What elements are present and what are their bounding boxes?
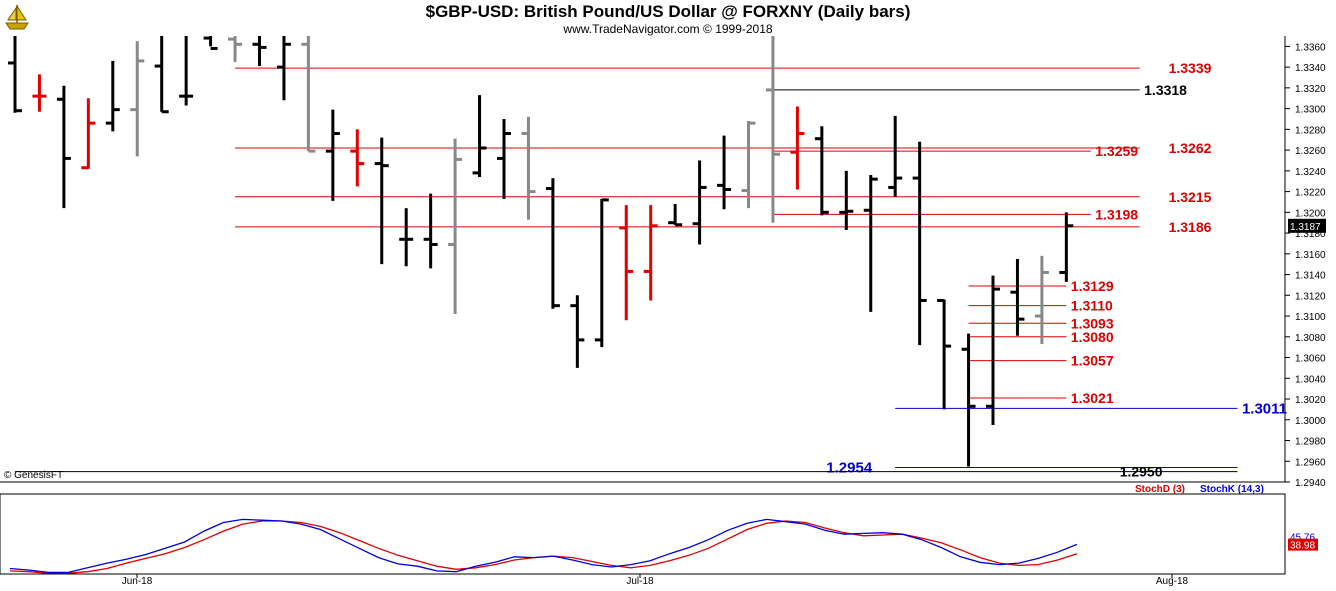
y-tick-label: 1.3180 (1295, 229, 1326, 240)
sailing-ship-icon (2, 2, 32, 32)
y-tick-label: 1.3160 (1295, 250, 1326, 261)
level-label: 1.3080 (1071, 329, 1114, 345)
stoch-d-last: 38.98 (1290, 541, 1315, 552)
stoch-d-last-box (1288, 538, 1318, 551)
stoch-k-line (9, 518, 1078, 574)
y-tick-label: 1.3200 (1295, 208, 1326, 219)
last-price-box (1288, 218, 1326, 233)
y-tick-label: 1.3280 (1295, 125, 1326, 136)
price-levels: 1.3339 1.3318 1.3262 1.3259 1.3215 1.3198 1.31… (15, 60, 1287, 480)
level-label: 1.3093 (1071, 315, 1114, 331)
level-label: 1.2954 (826, 459, 873, 476)
y-tick-label: 1.3100 (1295, 312, 1326, 323)
y-tick-label: 1.3000 (1295, 416, 1326, 427)
y-tick-label: 1.3340 (1295, 63, 1326, 74)
y-tick-label: 1.3040 (1295, 374, 1326, 385)
level-label: 1.3186 (1169, 219, 1212, 235)
y-tick-label: 1.2940 (1295, 478, 1326, 489)
level-label: 1.3129 (1071, 278, 1114, 294)
stoch-lines (9, 518, 1078, 574)
last-price-value: 1.3187 (1290, 222, 1321, 233)
level-label: 1.2950 (1120, 464, 1163, 480)
y-tick-label: 1.3300 (1295, 105, 1326, 116)
stoch-legend: StochD (3) StochK (14,3) (1135, 484, 1264, 495)
y-tick-label: 1.3120 (1295, 291, 1326, 302)
level-label: 1.3057 (1071, 353, 1114, 369)
y-tick-label: 1.3060 (1295, 354, 1326, 365)
level-label: 1.3198 (1095, 206, 1138, 222)
stoch-k-last: 45.76 (1290, 532, 1315, 543)
level-label: 1.3339 (1169, 60, 1212, 76)
copyright-text: © GenesisFT (4, 470, 63, 481)
level-label: 1.3011 (1242, 400, 1287, 417)
y-tick-label: 1.3080 (1295, 333, 1326, 344)
x-tick-label: Aug-18 (1156, 576, 1189, 587)
level-label: 1.3262 (1169, 140, 1212, 156)
price-axis: 1.3360 1.3340 1.3320 1.3300 1.3280 1.3260 1.32… (1285, 42, 1326, 489)
y-tick-label: 1.2980 (1295, 437, 1326, 448)
x-tick-label: Jun-18 (122, 576, 153, 587)
last-price-tag: 1.3187 (1288, 218, 1326, 233)
level-label: 1.3215 (1169, 189, 1212, 205)
stoch-legend-item: StochD (3) (1135, 484, 1185, 495)
y-tick-label: 1.3220 (1295, 188, 1326, 199)
level-label: 1.3021 (1071, 390, 1114, 406)
ohlc-bars (8, 36, 1074, 467)
level-label: 1.3318 (1144, 82, 1187, 98)
y-tick-label: 1.3140 (1295, 271, 1326, 282)
x-axis-labels: Jun-18 Jul-18 Aug-18 (122, 574, 1189, 587)
y-tick-label: 1.3020 (1295, 395, 1326, 406)
chart-title: $GBP-USD: British Pound/US Dollar @ FORX… (425, 2, 911, 21)
y-tick-label: 1.2960 (1295, 457, 1326, 468)
chart-subtitle: www.TradeNavigator.com © 1999-2018 (563, 22, 773, 36)
y-tick-label: 1.3260 (1295, 146, 1326, 157)
level-label: 1.3259 (1095, 143, 1138, 159)
y-tick-label: 1.3320 (1295, 84, 1326, 95)
x-tick-label: Jul-18 (626, 576, 654, 587)
stoch-legend-item: StochK (14,3) (1200, 484, 1264, 495)
y-tick-label: 1.3360 (1295, 42, 1326, 53)
level-label: 1.3110 (1071, 298, 1113, 314)
y-tick-label: 1.3240 (1295, 167, 1326, 178)
